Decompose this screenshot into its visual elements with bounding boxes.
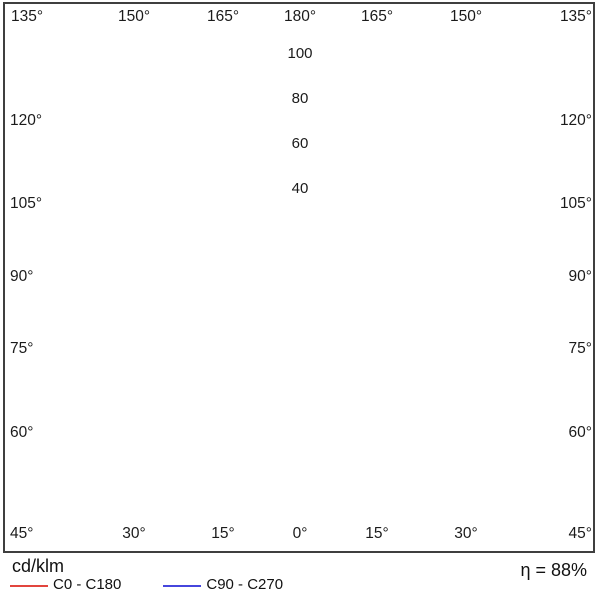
radial-tick-label: 100 [287,45,312,62]
angle-label: 135° [560,8,592,25]
angle-label: 105° [10,195,42,212]
angle-label: 105° [560,195,592,212]
angle-label: 60° [10,424,33,441]
angle-label: 45° [569,525,592,542]
legend-label-c0-c180: C0 - C180 [53,576,122,594]
angle-label: 45° [10,525,33,542]
angle-label: 150° [118,8,150,25]
tick-label-halo [281,89,319,107]
angle-label: 0° [293,525,308,542]
angle-label: 120° [560,112,592,129]
chart-border [3,2,595,553]
angle-label: 15° [365,525,388,542]
angle-label: 135° [11,8,43,25]
angle-label: 30° [454,525,477,542]
tick-label-halo [281,134,319,152]
angle-label: 75° [569,340,592,357]
radial-tick-label: 40 [292,180,309,197]
angle-label: 120° [10,112,42,129]
radial-tick-label: 80 [292,90,309,107]
legend-label-c90-c270: C90 - C270 [206,576,284,594]
angle-label: 165° [207,8,239,25]
angle-label: 15° [211,525,234,542]
units-label: cd/klm [12,556,65,576]
angle-label: 165° [361,8,393,25]
efficiency-label: η = 88% [520,560,587,580]
angle-label: 75° [10,340,33,357]
angle-label: 30° [122,525,145,542]
angle-label: 60° [569,424,592,441]
angle-label: 90° [10,268,33,285]
angle-label: 180° [284,8,316,25]
tick-label-halo [281,179,319,197]
radial-tick-label: 60 [292,135,309,152]
legend: C0 - C180 C90 - C270 [10,576,284,595]
legend-line-c0-c180 [10,584,48,587]
angle-label: 150° [450,8,482,25]
angle-label: 90° [569,268,592,285]
legend-line-c90-c270 [163,584,202,587]
tick-label-halo [281,44,319,62]
